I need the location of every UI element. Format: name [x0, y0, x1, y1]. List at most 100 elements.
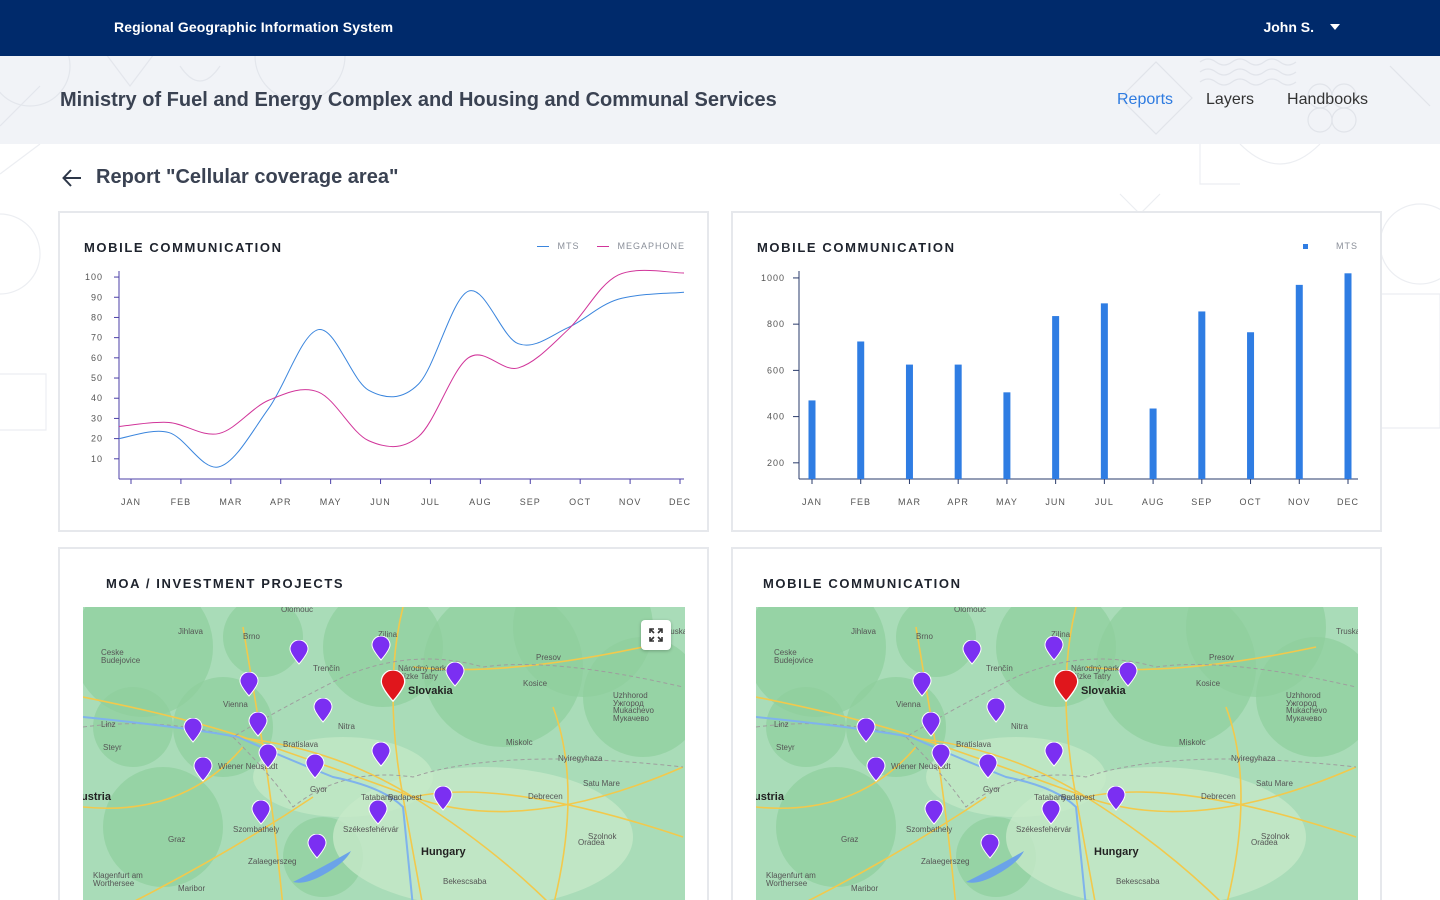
map-pin-primary[interactable]	[1053, 669, 1079, 703]
user-menu[interactable]: John S.	[1263, 19, 1340, 35]
map-pin[interactable]	[239, 672, 259, 697]
map-pin[interactable]	[371, 636, 391, 661]
bar[interactable]	[1100, 303, 1108, 479]
map-label: Kosice	[523, 679, 548, 688]
map-pin-primary[interactable]	[380, 669, 406, 703]
bar[interactable]	[1247, 332, 1255, 479]
map-pin[interactable]	[289, 640, 309, 665]
series-line-megaphone	[118, 269, 685, 448]
map-pin[interactable]	[856, 718, 876, 743]
road	[392, 607, 423, 900]
bar[interactable]	[954, 364, 962, 479]
map-label: Slovakia	[408, 685, 453, 697]
y-tick-label: 80	[91, 312, 103, 322]
x-tick-label: MAY	[320, 497, 342, 507]
map-label: Satu Mare	[1256, 779, 1293, 788]
map-pin[interactable]	[1044, 742, 1064, 767]
map-label: Brno	[243, 632, 260, 641]
road	[83, 696, 684, 813]
map-label: Budapest	[388, 793, 422, 802]
bar[interactable]	[1003, 392, 1011, 479]
map-label: Nyiregyhaza	[558, 754, 603, 763]
bar[interactable]	[808, 400, 816, 479]
map-pin[interactable]	[978, 754, 998, 779]
map-label: Linz	[101, 720, 116, 729]
user-name: John S.	[1263, 19, 1314, 35]
map-label: Jihlava	[178, 627, 203, 636]
lake	[293, 851, 351, 883]
map-view[interactable]: Olomouc Brno Jihlava Zilina Presov Kosice Slov…	[756, 607, 1358, 900]
map-label: Szombathely	[233, 825, 280, 834]
bar[interactable]	[857, 341, 865, 479]
map-label: Vienna	[223, 700, 248, 709]
map-label: Wiener Neustadt	[218, 762, 278, 771]
legend-item-mts[interactable]: MTS	[1303, 241, 1358, 251]
map-label: Klagenfurt am Worthersee	[93, 871, 143, 888]
map-label: Hungary	[421, 846, 466, 858]
legend-label: MTS	[1336, 241, 1358, 251]
sub-header: Ministry of Fuel and Energy Complex and …	[0, 56, 1440, 144]
y-tick-label: 800	[767, 319, 785, 329]
bar[interactable]	[1198, 311, 1206, 479]
map-pin[interactable]	[962, 640, 982, 665]
main-nav: Reports Layers Handbooks	[1117, 91, 1368, 109]
chart-legend: MTS MEGAPHONE	[537, 241, 685, 251]
bar[interactable]	[1149, 408, 1157, 479]
nav-layers[interactable]: Layers	[1206, 91, 1255, 108]
bar[interactable]	[905, 364, 913, 479]
map-terrain	[756, 607, 1358, 900]
map-pin[interactable]	[986, 698, 1006, 723]
map-pin[interactable]	[445, 662, 465, 687]
map-label: Miskolc	[506, 738, 533, 747]
map-pin[interactable]	[866, 757, 886, 782]
map-label: Ceske Budejovice	[774, 648, 814, 665]
nav-reports[interactable]: Reports	[1116, 91, 1174, 108]
bar[interactable]	[1344, 273, 1352, 479]
map-label: Slovakia	[1081, 685, 1126, 697]
map-pin[interactable]	[931, 744, 951, 769]
map-label: Brno	[916, 632, 933, 641]
legend-item-megaphone[interactable]: MEGAPHONE	[597, 241, 685, 251]
map-pin[interactable]	[433, 786, 453, 811]
map-pin[interactable]	[248, 712, 268, 737]
legend-item-mts[interactable]: MTS	[537, 241, 579, 251]
bar[interactable]	[1052, 316, 1060, 479]
bar[interactable]	[1295, 284, 1303, 479]
map-pin[interactable]	[313, 698, 333, 723]
map-pin[interactable]	[251, 800, 271, 825]
card-title: MOBILE COMMUNICATION	[84, 240, 283, 255]
forest-area	[93, 687, 173, 767]
country-border	[905, 736, 1357, 808]
map-pin[interactable]	[305, 754, 325, 779]
map-pin[interactable]	[1106, 786, 1126, 811]
back-arrow-icon[interactable]	[62, 167, 84, 189]
map-pin[interactable]	[193, 757, 213, 782]
map-pin[interactable]	[924, 800, 944, 825]
legend-label: MEGAPHONE	[617, 241, 685, 251]
y-tick-label: 10	[91, 454, 103, 464]
map-label: Kosice	[1196, 679, 1221, 688]
forest-area	[83, 607, 213, 717]
expand-icon[interactable]	[641, 620, 671, 650]
map-pin[interactable]	[1118, 662, 1138, 687]
map-pin[interactable]	[371, 742, 391, 767]
map-pin[interactable]	[980, 834, 1000, 859]
map-view[interactable]: Olomouc Brno Jihlava Zilina Presov Kosice Slov…	[83, 607, 685, 900]
map-pin[interactable]	[1044, 636, 1064, 661]
bar-chart-card: MOBILE COMMUNICATION MTS 200 400 600 800 100…	[731, 211, 1382, 532]
map-pin[interactable]	[912, 672, 932, 697]
x-tick-label: NOV	[619, 497, 642, 507]
x-tick-label: OCT	[569, 497, 591, 507]
map-pin[interactable]	[1041, 800, 1061, 825]
y-tick-label: 70	[91, 333, 103, 343]
nav-handbooks[interactable]: Handbooks	[1287, 91, 1368, 108]
map-pin[interactable]	[307, 834, 327, 859]
x-tick-label: MAR	[219, 497, 242, 507]
map-label: Ceske Budejovice	[101, 648, 141, 665]
map-pin[interactable]	[368, 800, 388, 825]
map-pin[interactable]	[921, 712, 941, 737]
map-card-mobile: MOBILE COMMUNICATION Olomouc Brno Jihlava Z…	[731, 547, 1382, 900]
map-pin[interactable]	[183, 718, 203, 743]
map-pin[interactable]	[258, 744, 278, 769]
x-tick-label: APR	[947, 497, 969, 507]
